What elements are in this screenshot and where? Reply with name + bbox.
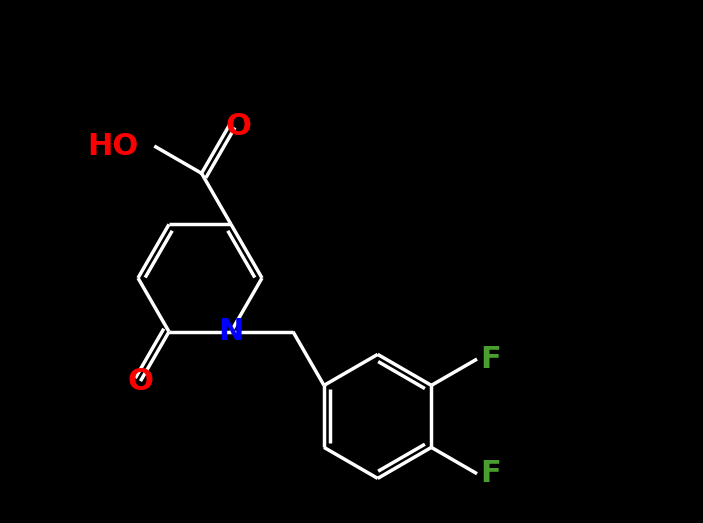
Text: O: O (127, 367, 153, 395)
Text: N: N (219, 317, 244, 346)
Text: F: F (481, 459, 501, 488)
Text: O: O (226, 111, 252, 141)
Text: F: F (481, 345, 501, 373)
Text: HO: HO (87, 131, 138, 161)
